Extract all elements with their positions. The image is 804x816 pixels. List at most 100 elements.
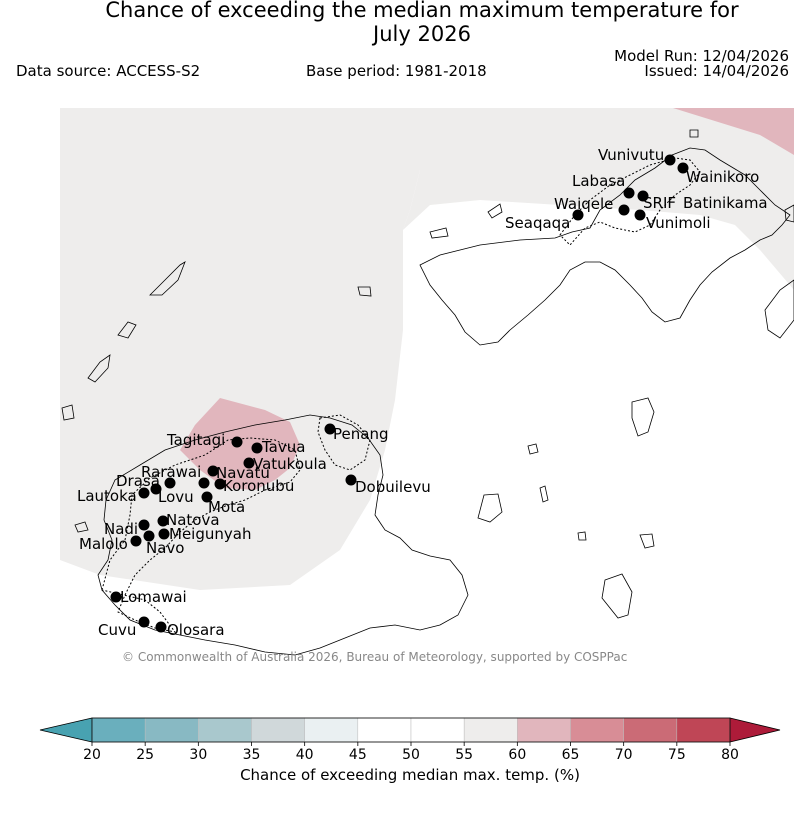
colorbar-tick-label: 30	[189, 747, 207, 763]
colorbar-segment	[676, 717, 731, 743]
label-waiqele: Waiqele	[554, 195, 613, 213]
viti-levu-island	[97, 414, 469, 656]
near-median-region-northeast	[403, 108, 794, 290]
colorbar-tick-label: 70	[615, 747, 633, 763]
colorbar-tick-label: 65	[562, 747, 580, 763]
model-run-label: Model Run: 12/04/2026	[614, 47, 789, 65]
colorbar-segment	[570, 717, 624, 743]
boundary-labasa	[559, 157, 701, 246]
district-boundaries	[101, 157, 701, 633]
label-tagitagi: Tagitagi	[166, 431, 225, 449]
island-small-2	[357, 286, 372, 297]
marker-seaqaqa	[572, 209, 584, 221]
marker-navatu	[207, 465, 219, 477]
label-srif: SRIF	[643, 194, 676, 212]
label-rarawai: Rarawai	[141, 463, 201, 481]
label-drasa: Drasa	[116, 472, 160, 490]
label-tavua: Tavua	[261, 438, 305, 456]
colorbar-segment	[251, 717, 305, 743]
island-yasawa-2	[117, 321, 137, 339]
label-cuvu: Cuvu	[98, 621, 136, 639]
island-koro	[631, 397, 655, 437]
colorbar-tick-label: 40	[296, 747, 314, 763]
boundary-western	[101, 437, 301, 633]
label-navatu: Navatu	[216, 464, 270, 482]
island-north-3	[689, 129, 699, 138]
label-lomawai: Lomawai	[120, 588, 187, 606]
marker-srif	[637, 190, 649, 202]
probability-shading	[60, 108, 794, 656]
island-gau	[477, 493, 503, 523]
label-natova: Natova	[166, 511, 220, 529]
colorbar-segment	[357, 717, 412, 743]
colorbar-segment	[623, 717, 678, 743]
marker-penang	[324, 423, 336, 435]
place-markers	[110, 154, 689, 633]
issued-label: Issued: 14/04/2026	[644, 62, 789, 80]
colorbar-label: Chance of exceeding median max. temp. (%…	[240, 766, 580, 784]
marker-labasa	[623, 187, 635, 199]
island-ovalau	[527, 443, 539, 455]
map-title-line-1: Chance of exceeding the median maximum t…	[105, 0, 739, 22]
island-mamanuca	[74, 521, 89, 533]
marker-malolo	[130, 535, 142, 547]
marker-vunivutu	[664, 154, 676, 166]
label-labasa: Labasa	[572, 172, 625, 190]
colorbar-tick-label: 35	[243, 747, 261, 763]
label-seaqaqa: Seaqaqa	[505, 214, 570, 232]
colorbar-tick-label: 25	[136, 747, 154, 763]
taveuni-island	[764, 279, 794, 339]
marker-tagitagi	[231, 436, 243, 448]
colorbar-tick-label: 45	[349, 747, 367, 763]
colorbar-segment	[304, 717, 359, 743]
map-title-line-2: July 2026	[373, 22, 471, 46]
near-median-region-west	[60, 108, 420, 590]
island-moala	[601, 573, 633, 619]
island-yasawa-3	[87, 354, 111, 383]
colorbar-segment	[198, 717, 252, 743]
marker-tavua	[251, 442, 263, 454]
label-nadi: Nadi	[104, 520, 138, 538]
label-batinikama: Batinikama	[683, 194, 768, 212]
island-yasawa-4	[61, 404, 75, 421]
vanua-levu-island	[419, 147, 791, 346]
colorbar: 20 25 30 35 40 45 50 55 60 65 70 75 80	[39, 717, 781, 763]
island-nairai	[539, 485, 549, 503]
label-vunimoli: Vunimoli	[646, 214, 711, 232]
colorbar-tick-label: 60	[508, 747, 526, 763]
colorbar-under-arrow	[39, 717, 93, 743]
label-navo: Navo	[146, 539, 184, 557]
label-lautoka: Lautoka	[77, 487, 137, 505]
label-mota: Mota	[208, 498, 245, 516]
colorbar-segment	[410, 717, 465, 743]
colorbar-tick-label: 20	[83, 747, 101, 763]
label-vunivutu: Vunivutu	[598, 146, 664, 164]
marker-rarawai	[198, 477, 210, 489]
colorbar-segment	[517, 717, 571, 743]
colorbar-segment	[91, 717, 146, 743]
marker-navo	[143, 530, 155, 542]
marker-natova	[157, 515, 169, 527]
island-north-1	[429, 227, 449, 239]
marker-mota	[201, 491, 213, 503]
place-labels: Vunivutu Wainikoro Labasa Waiqele SRIF B…	[77, 146, 768, 639]
boundary-rakiraki	[317, 414, 371, 471]
label-olosara: Olosara	[167, 621, 225, 639]
colorbar-segment	[144, 717, 199, 743]
label-malolo: Malolo	[79, 535, 128, 553]
label-meigunyah: Meigunyah	[169, 525, 251, 543]
marker-meigunyah	[158, 528, 170, 540]
label-dobuilevu: Dobuilevu	[355, 478, 431, 496]
colorbar-tick-label: 55	[455, 747, 473, 763]
colorbar-over-arrow	[729, 717, 781, 743]
island-yasawa-1	[149, 261, 186, 296]
marker-vunimoli	[634, 209, 646, 221]
map-title: Chance of exceeding the median maximum t…	[0, 0, 804, 46]
marker-lovu	[150, 483, 162, 495]
marker-cuvu	[138, 616, 150, 628]
colorbar-tick-label: 50	[402, 747, 420, 763]
data-source-label: Data source: ACCESS-S2	[16, 62, 201, 80]
colorbar-segment	[463, 717, 518, 743]
label-lovu: Lovu	[158, 488, 194, 506]
